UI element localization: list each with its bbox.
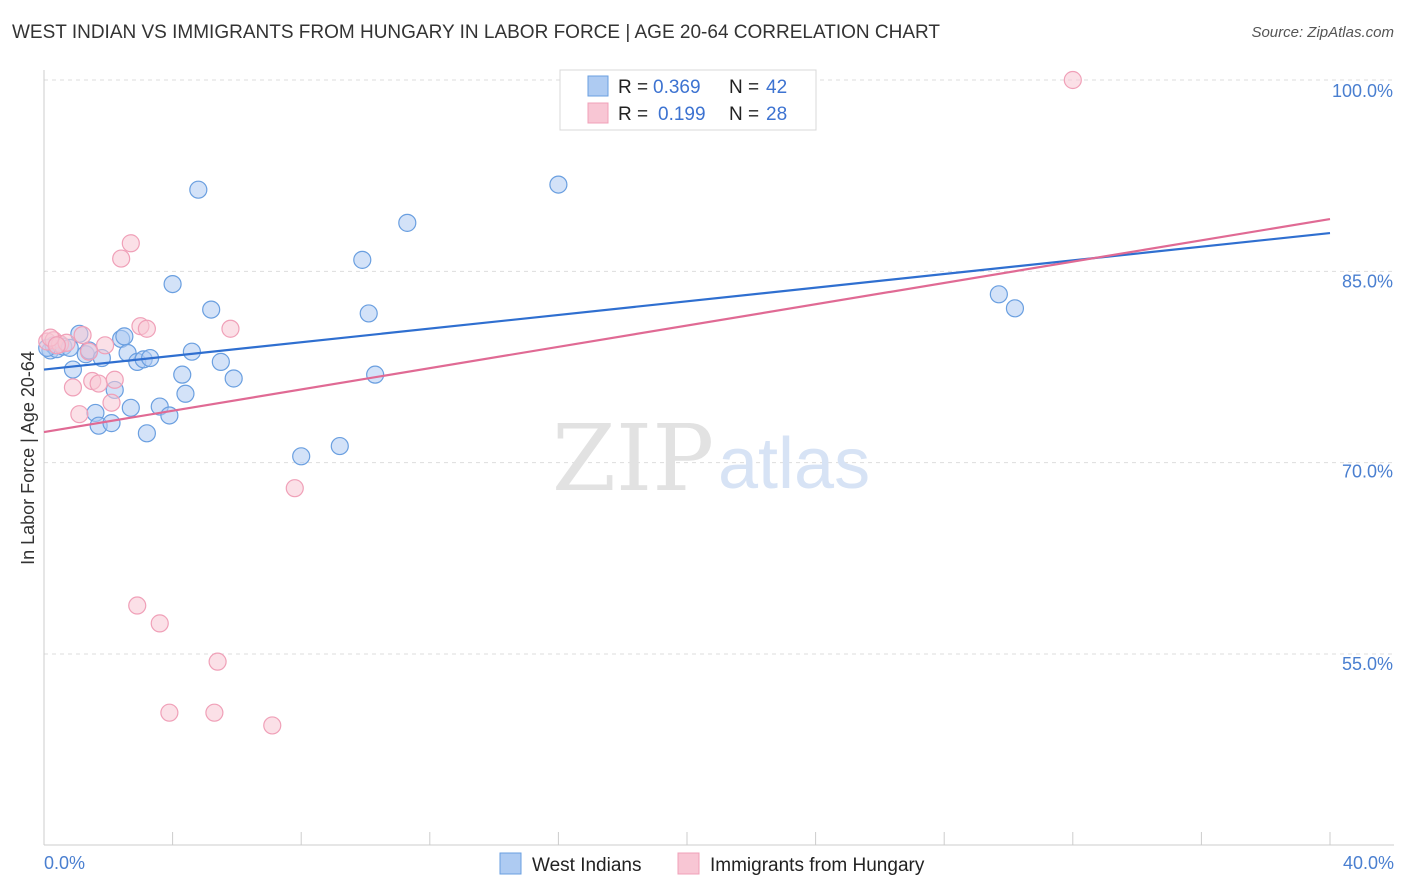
y-tick-label-55: 55.0% bbox=[1342, 654, 1393, 674]
axes bbox=[43, 70, 1394, 846]
stats-legend: R = 0.369 N = 42 R = 0.199 N = 28 bbox=[559, 69, 817, 131]
point-west-indians bbox=[398, 213, 417, 232]
x-tick-labels: 0.0% 40.0% bbox=[44, 853, 1394, 873]
point-west-indians bbox=[353, 250, 372, 269]
series-legend: West Indians Immigrants from Hungary bbox=[499, 852, 925, 876]
point-west-indians bbox=[102, 414, 121, 433]
legend-n-label-1: N = bbox=[729, 77, 759, 98]
chart-title: WEST INDIAN VS IMMIGRANTS FROM HUNGARY I… bbox=[12, 22, 940, 43]
y-tick-label-100: 100.0% bbox=[1332, 81, 1393, 101]
trend-lines bbox=[43, 217, 1331, 434]
point-west-indians bbox=[163, 274, 182, 294]
trend-line-west-indians bbox=[43, 231, 1331, 371]
point-hungary bbox=[102, 393, 121, 412]
point-hungary bbox=[95, 336, 115, 355]
legend-swatch-west-indians bbox=[587, 75, 609, 97]
legend-n-value-2: 28 bbox=[766, 104, 787, 125]
series-legend-swatch-hungary bbox=[677, 852, 700, 875]
point-hungary bbox=[1063, 70, 1082, 90]
point-west-indians bbox=[292, 447, 311, 466]
point-hungary bbox=[150, 614, 169, 633]
watermark: ZIP atlas bbox=[552, 405, 870, 512]
point-west-indians bbox=[176, 384, 195, 403]
series-legend-label-west-indians: West Indians bbox=[532, 855, 641, 876]
point-hungary bbox=[205, 703, 224, 722]
point-west-indians bbox=[63, 360, 83, 379]
point-west-indians bbox=[137, 424, 156, 443]
point-west-indians bbox=[366, 365, 385, 384]
grid-lines bbox=[44, 79, 1394, 655]
trend-line-hungary bbox=[43, 217, 1331, 434]
point-hungary bbox=[70, 405, 89, 424]
point-west-indians bbox=[189, 180, 208, 199]
series-legend-swatch-west-indians bbox=[499, 852, 522, 875]
point-hungary bbox=[263, 716, 282, 735]
x-tick-label-max: 40.0% bbox=[1343, 853, 1394, 873]
point-hungary bbox=[208, 652, 227, 671]
legend-r-value-1: 0.369 bbox=[653, 77, 701, 98]
series-legend-label-hungary: Immigrants from Hungary bbox=[710, 855, 925, 876]
point-west-indians bbox=[549, 175, 568, 194]
data-points bbox=[38, 70, 1082, 735]
legend-r-value-2: 0.199 bbox=[658, 104, 706, 125]
point-west-indians bbox=[173, 365, 192, 384]
y-axis-label: In Labor Force | Age 20-64 bbox=[18, 351, 38, 565]
point-west-indians bbox=[989, 285, 1008, 304]
legend-n-value-1: 42 bbox=[766, 77, 787, 98]
legend-r-label-2: R = bbox=[618, 104, 648, 125]
legend-r-label-1: R = bbox=[618, 77, 648, 98]
watermark-zip: ZIP bbox=[552, 405, 714, 512]
point-hungary bbox=[137, 319, 156, 338]
point-hungary bbox=[79, 342, 99, 361]
legend-n-label-2: N = bbox=[729, 104, 759, 125]
x-ticks bbox=[172, 832, 1331, 845]
point-west-indians bbox=[211, 352, 230, 371]
point-west-indians bbox=[115, 327, 134, 346]
point-west-indians bbox=[359, 304, 378, 323]
y-tick-labels: 55.0% 70.0% 85.0% 100.0% bbox=[1332, 81, 1393, 674]
point-west-indians bbox=[182, 342, 201, 361]
point-hungary bbox=[160, 703, 179, 722]
point-hungary bbox=[121, 234, 140, 253]
point-west-indians bbox=[1005, 299, 1025, 318]
point-hungary bbox=[105, 370, 124, 389]
point-west-indians bbox=[330, 436, 349, 456]
point-hungary bbox=[285, 479, 304, 498]
point-hungary bbox=[128, 596, 147, 615]
x-tick-label-min: 0.0% bbox=[44, 853, 85, 873]
legend-swatch-hungary bbox=[587, 102, 609, 124]
point-west-indians bbox=[121, 398, 140, 417]
point-west-indians bbox=[224, 369, 243, 388]
point-hungary bbox=[112, 249, 131, 268]
watermark-atlas: atlas bbox=[718, 424, 870, 504]
point-hungary bbox=[47, 336, 66, 355]
point-hungary bbox=[73, 326, 92, 345]
point-hungary bbox=[89, 374, 108, 393]
point-hungary bbox=[221, 319, 240, 338]
point-hungary bbox=[63, 378, 83, 397]
point-west-indians bbox=[202, 300, 221, 319]
y-tick-label-70: 70.0% bbox=[1342, 462, 1393, 482]
y-tick-label-85: 85.0% bbox=[1342, 271, 1393, 291]
source-label: Source: ZipAtlas.com bbox=[1251, 24, 1394, 41]
